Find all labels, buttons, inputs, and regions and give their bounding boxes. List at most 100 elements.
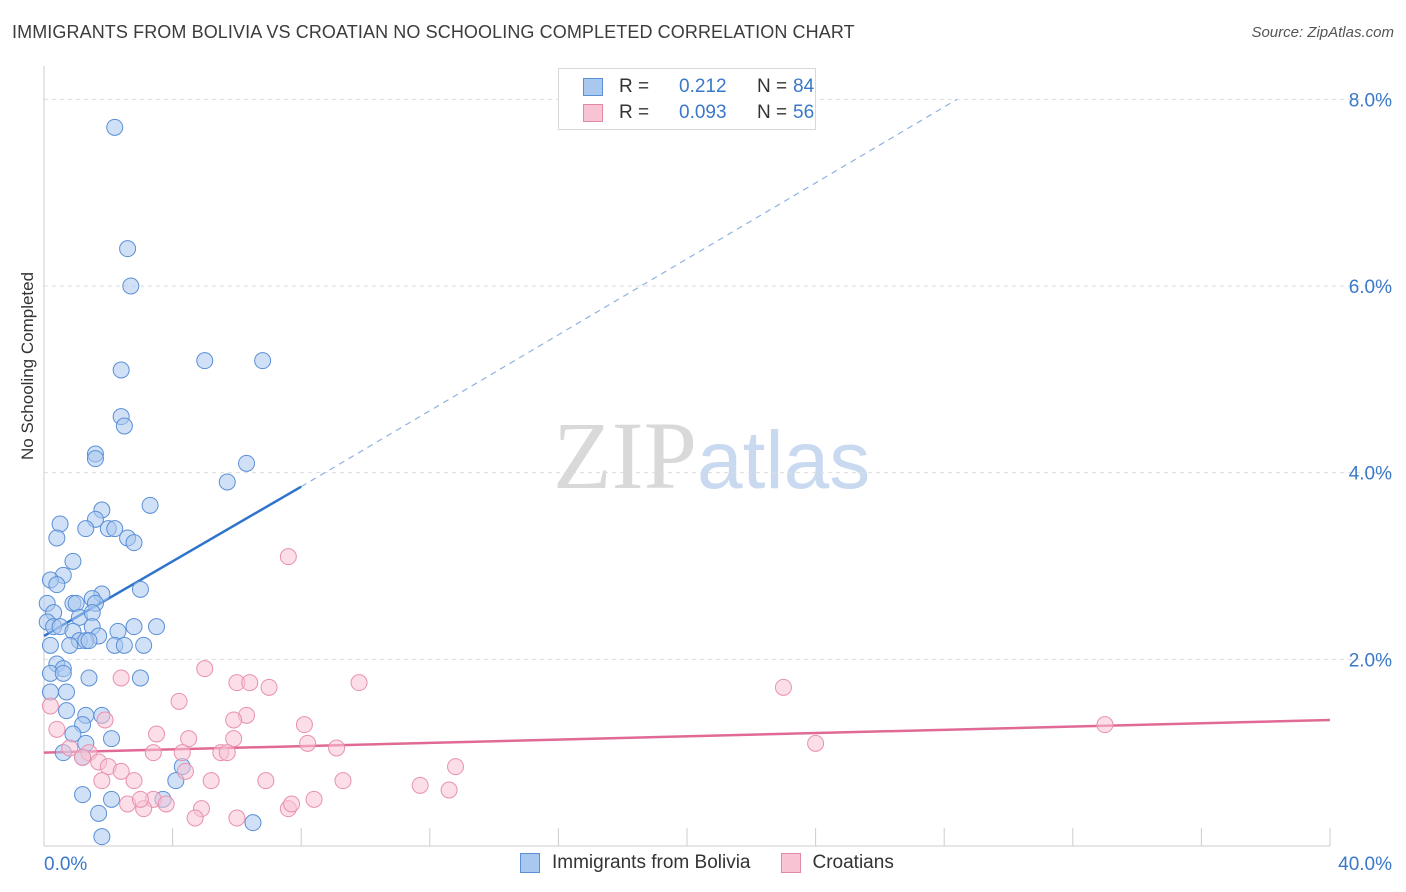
legend-box: R = 0.212 N = 84 R = 0.093 N = 56	[558, 68, 816, 130]
point-croatians	[774, 678, 792, 696]
tick-labels: 2.0% 4.0% 6.0% 8.0% 0.0% 40.0%	[44, 90, 1392, 875]
point-bolivia	[48, 529, 66, 547]
point-croatians	[61, 739, 79, 757]
point-croatians	[257, 772, 275, 790]
point-bolivia	[122, 277, 140, 295]
point-croatians	[807, 734, 825, 752]
point-croatians	[125, 772, 143, 790]
point-bolivia	[103, 730, 121, 748]
legend-r-label: R =	[619, 102, 650, 123]
point-croatians	[112, 762, 130, 780]
point-croatians	[225, 711, 243, 729]
point-croatians	[48, 720, 66, 738]
series-legend-item-bolivia: Immigrants from Bolivia	[520, 852, 751, 874]
y-tick-label: 4.0%	[1349, 464, 1392, 485]
point-croatians	[170, 692, 188, 710]
point-bolivia	[244, 814, 262, 832]
point-croatians	[112, 669, 130, 687]
y-tick-label: 2.0%	[1349, 650, 1392, 671]
point-bolivia	[131, 580, 149, 598]
point-bolivia	[254, 352, 272, 370]
legend-n-label: N =	[757, 102, 788, 123]
point-croatians	[350, 674, 368, 692]
series-name-croatians: Croatians	[812, 852, 894, 873]
legend-r-label: R =	[619, 76, 650, 97]
point-bolivia	[103, 790, 121, 808]
point-bolivia	[86, 450, 104, 468]
y-tick-label: 8.0%	[1349, 90, 1392, 111]
point-bolivia	[148, 618, 166, 636]
chart-title: IMMIGRANTS FROM BOLIVIA VS CROATIAN NO S…	[12, 22, 855, 42]
point-bolivia	[93, 828, 111, 846]
point-bolivia	[54, 664, 72, 682]
point-bolivia	[80, 669, 98, 687]
point-bolivia	[58, 702, 76, 720]
point-bolivia	[131, 669, 149, 687]
point-bolivia	[80, 632, 98, 650]
point-bolivia	[67, 594, 85, 612]
point-croatians	[148, 725, 166, 743]
series-legend: Immigrants from Bolivia Croatians	[520, 852, 924, 874]
point-bolivia	[238, 454, 256, 472]
watermark-zip: ZIP	[553, 402, 697, 509]
point-bolivia	[115, 417, 133, 435]
x-tick-label: 0.0%	[44, 854, 87, 875]
series-name-bolivia: Immigrants from Bolivia	[552, 852, 751, 873]
point-bolivia	[135, 636, 153, 654]
point-croatians	[225, 730, 243, 748]
point-croatians	[144, 744, 162, 762]
trend-line-croatians	[43, 718, 1331, 754]
point-bolivia	[125, 618, 143, 636]
point-bolivia	[196, 352, 214, 370]
point-croatians	[241, 674, 259, 692]
point-croatians	[334, 772, 352, 790]
series-swatch-croatians	[780, 853, 801, 873]
point-croatians	[180, 730, 198, 748]
point-croatians	[186, 809, 204, 827]
point-croatians	[411, 776, 429, 794]
chart-source: Source: ZipAtlas.com	[1251, 24, 1394, 41]
point-bolivia	[218, 473, 236, 491]
point-croatians	[173, 744, 191, 762]
point-bolivia	[106, 520, 124, 538]
point-croatians	[74, 748, 92, 766]
point-croatians	[447, 758, 465, 776]
legend-swatch-croatians	[583, 104, 603, 122]
point-bolivia	[74, 786, 92, 804]
point-croatians	[328, 739, 346, 757]
point-croatians	[1096, 716, 1114, 734]
point-croatians	[260, 678, 278, 696]
point-croatians	[283, 795, 301, 813]
trend-line-bolivia-extension	[300, 98, 958, 488]
point-croatians	[93, 772, 111, 790]
point-bolivia	[64, 552, 82, 570]
point-croatians	[96, 711, 114, 729]
y-tick-label: 6.0%	[1349, 277, 1392, 298]
point-bolivia	[106, 118, 124, 136]
point-croatians	[218, 744, 236, 762]
legend-swatch-bolivia	[583, 78, 603, 96]
point-croatians	[202, 772, 220, 790]
axes	[43, 66, 1331, 847]
grid-lines	[44, 98, 1390, 660]
point-bolivia	[51, 515, 69, 533]
point-croatians	[131, 790, 149, 808]
point-bolivia	[90, 804, 108, 822]
legend-r-value-bolivia: 0.212	[679, 76, 727, 97]
legend-n-value-bolivia: 84	[793, 76, 815, 97]
point-bolivia	[61, 636, 79, 654]
series-swatch-bolivia	[520, 853, 540, 873]
point-croatians	[176, 762, 194, 780]
point-croatians	[440, 781, 458, 799]
series-legend-item-croatians: Croatians	[780, 852, 894, 874]
x-tick-label: 40.0%	[1338, 854, 1392, 875]
point-croatians	[279, 548, 297, 566]
trend-lines	[43, 98, 1331, 754]
point-bolivia	[119, 240, 137, 258]
watermark-atlas: atlas	[697, 415, 871, 506]
point-bolivia	[125, 534, 143, 552]
point-croatians	[41, 697, 59, 715]
point-croatians	[228, 809, 246, 827]
point-bolivia	[58, 683, 76, 701]
